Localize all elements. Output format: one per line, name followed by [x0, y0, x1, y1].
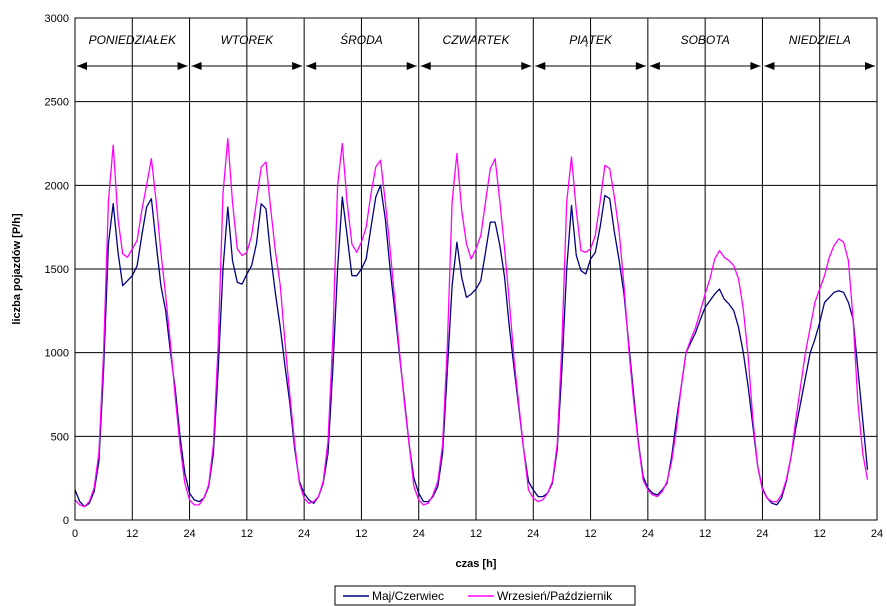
x-tick-label: 24 — [413, 528, 425, 540]
day-label: PIĄTEK — [569, 33, 613, 47]
legend: Maj/Czerwiec Wrzesień/Październik — [334, 585, 636, 606]
x-tick-label: 24 — [527, 528, 539, 540]
day-arrow-head-left — [649, 62, 660, 70]
x-tick-label: 12 — [584, 528, 596, 540]
x-tick-label: 24 — [298, 528, 310, 540]
day-arrow-head-right — [406, 62, 417, 70]
x-tick-label: 24 — [756, 528, 768, 540]
x-tick-label: 12 — [355, 528, 367, 540]
series-line-1 — [74, 137, 869, 508]
x-tick-label: 12 — [470, 528, 482, 540]
series-lines — [74, 137, 869, 508]
day-arrow-head-left — [77, 62, 87, 70]
y-tick-label: 0 — [63, 515, 69, 527]
plot-frame — [74, 17, 878, 521]
y-tick-label: 500 — [51, 431, 69, 443]
day-arrow-head-left — [535, 62, 546, 70]
x-tick-label: 12 — [814, 528, 826, 540]
x-tick-label: 12 — [241, 528, 253, 540]
day-arrow-head-right — [635, 62, 646, 70]
x-tick-label: 12 — [126, 528, 138, 540]
grid — [75, 18, 877, 520]
y-tick-label: 2000 — [45, 180, 69, 192]
day-arrow-head-left — [420, 62, 431, 70]
day-arrow-head-right — [750, 62, 761, 70]
day-label: PONIEDZIAŁEK — [89, 33, 177, 47]
day-label: NIEDZIELA — [789, 33, 851, 47]
y-tick-label: 1000 — [45, 348, 69, 360]
day-labels: PONIEDZIAŁEK WTOREK ŚRODA CZWARTEK PIĄTEK SOB… — [77, 32, 875, 70]
x-tick-labels: 0 12 24 12 24 12 24 12 24 12 24 12 24 12 24 — [72, 528, 883, 540]
day-arrow-head-right — [177, 62, 188, 70]
day-arrow-head-right — [865, 62, 875, 70]
day-label: CZWARTEK — [443, 33, 511, 47]
day-arrow-head-right — [292, 62, 303, 70]
x-tick-label: 12 — [699, 528, 711, 540]
day-label: ŚRODA — [340, 32, 383, 47]
day-arrow-head-right — [521, 62, 532, 70]
legend-label-wrzesien-pazdziernik: Wrzesień/Październik — [497, 589, 613, 603]
x-tick-label: 24 — [871, 528, 883, 540]
day-label: WTOREK — [221, 33, 274, 47]
y-tick-label: 1500 — [45, 264, 69, 276]
y-axis-title: liczba pojazdów [P/h] — [11, 213, 23, 325]
y-tick-label: 2500 — [45, 97, 69, 109]
x-tick-label: 24 — [642, 528, 654, 540]
legend-label-maj-czerwiec: Maj/Czerwiec — [372, 589, 444, 603]
y-tick-labels: 0 500 1000 1500 2000 2500 3000 — [45, 13, 69, 527]
y-tick-label: 3000 — [45, 13, 69, 25]
x-axis-title: czas [h] — [456, 558, 497, 570]
x-tick-label: 0 — [72, 528, 78, 540]
x-tick-label: 24 — [183, 528, 195, 540]
day-arrow-head-left — [764, 62, 775, 70]
series-line-0 — [74, 184, 869, 508]
day-arrow-head-left — [306, 62, 317, 70]
day-arrow-head-left — [191, 62, 202, 70]
day-label: SOBOTA — [681, 33, 730, 47]
